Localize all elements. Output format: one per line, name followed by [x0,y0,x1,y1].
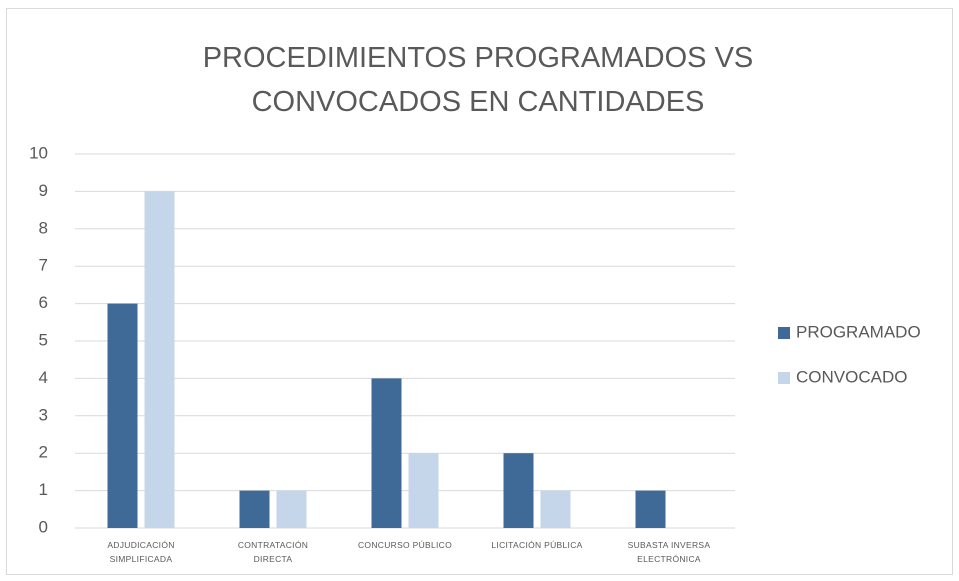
chart-title: PROCEDIMIENTOS PROGRAMADOS VS CONVOCADOS… [202,42,754,118]
y-tick-label: 5 [39,330,48,349]
bar [239,490,270,528]
bar [276,490,307,528]
bar [107,303,138,528]
x-tick-label: CONCURSO PÚBLICO [357,540,453,550]
x-tick-label: ADJUDICACIÓN SIMPLIFICADA [107,540,175,564]
legend-label: PROGRAMADO [796,322,921,341]
y-tick-label: 3 [39,405,48,424]
x-tick-label: CONTRATACIÓN DIRECTA [237,540,309,564]
legend-swatch [778,327,790,339]
bar [144,191,175,528]
x-tick-label: LICITACIÓN PÚBLICA [491,540,583,550]
bar [503,453,534,528]
y-tick-label: 6 [39,293,48,312]
bar [635,490,666,528]
y-tick-label: 7 [39,256,48,275]
x-tick-label: SUBASTA INVERSA ELECTRÓNICA [627,540,711,564]
y-tick-label: 0 [39,517,48,536]
bar [408,453,439,528]
y-tick-label: 10 [29,143,48,162]
y-tick-label: 1 [39,480,48,499]
legend-swatch [778,372,790,384]
bar [371,378,402,528]
y-tick-label: 8 [39,218,48,237]
chart-border [6,8,953,575]
y-tick-label: 9 [39,181,48,200]
bar [540,490,571,528]
y-tick-label: 2 [39,443,48,462]
y-tick-label: 4 [39,368,48,387]
legend-label: CONVOCADO [796,367,907,386]
